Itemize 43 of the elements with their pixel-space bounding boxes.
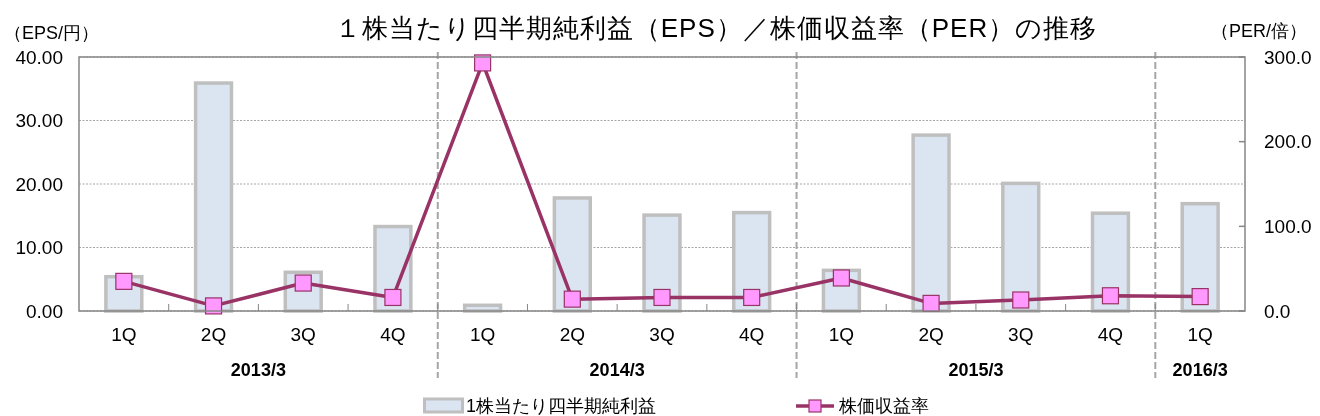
- x-tick-label: 3Q: [1008, 324, 1034, 345]
- x-tick-label: 4Q: [739, 324, 765, 345]
- y-tick-label: 0.00: [26, 300, 63, 322]
- x-tick-label: 3Q: [290, 324, 316, 345]
- legend-label: 株価収益率: [838, 396, 930, 416]
- x-tick-label: 1Q: [828, 324, 855, 345]
- x-tick-label: 4Q: [380, 324, 406, 345]
- point: [653, 288, 671, 307]
- y2-tick-label: 0.0: [1264, 300, 1291, 322]
- x-tick-label: 1Q: [469, 324, 496, 345]
- point: [115, 272, 133, 290]
- point: [384, 288, 402, 307]
- y2-tick-label: 300.0: [1264, 46, 1312, 68]
- y-tick-label: 20.00: [15, 173, 63, 195]
- text: 2015/3: [948, 360, 1004, 380]
- x-tick-label: 2Q: [200, 324, 227, 345]
- point: [922, 294, 940, 312]
- y-tick-label: 40.00: [15, 46, 63, 68]
- point: [563, 290, 581, 308]
- x-tick-label: 1Q: [111, 324, 137, 345]
- text: 2013/3: [230, 360, 286, 380]
- x-tick-label: 2Q: [918, 324, 944, 345]
- text: 2014/3: [589, 360, 645, 380]
- point: [832, 269, 850, 287]
- point: [743, 288, 761, 307]
- x-tick-label: 3Q: [649, 324, 675, 345]
- legend-label: 1株当たり四半期純利益: [465, 396, 657, 416]
- chart-title: １株当たり四半期純利益（EPS）／株価収益率（PER）の推移: [334, 13, 1098, 43]
- y2-axis-title: （PER/倍）: [1210, 21, 1307, 41]
- y-tick-label: 30.00: [15, 110, 63, 131]
- point: [204, 297, 223, 315]
- y-tick-label: 10.00: [15, 237, 63, 258]
- x-tick-label: 4Q: [1097, 324, 1124, 345]
- point: [1101, 287, 1120, 305]
- y2-tick-label: 200.0: [1264, 131, 1312, 153]
- point: [474, 54, 492, 72]
- y-axis-title: （EPS/円）: [4, 23, 100, 43]
- point: [1012, 291, 1030, 309]
- text: 2016/3: [1172, 360, 1228, 380]
- point: [1191, 288, 1209, 306]
- x-tick-label: 2Q: [559, 324, 585, 345]
- y2-tick-label: 100.0: [1264, 215, 1312, 237]
- x-tick-label: 1Q: [1187, 324, 1213, 345]
